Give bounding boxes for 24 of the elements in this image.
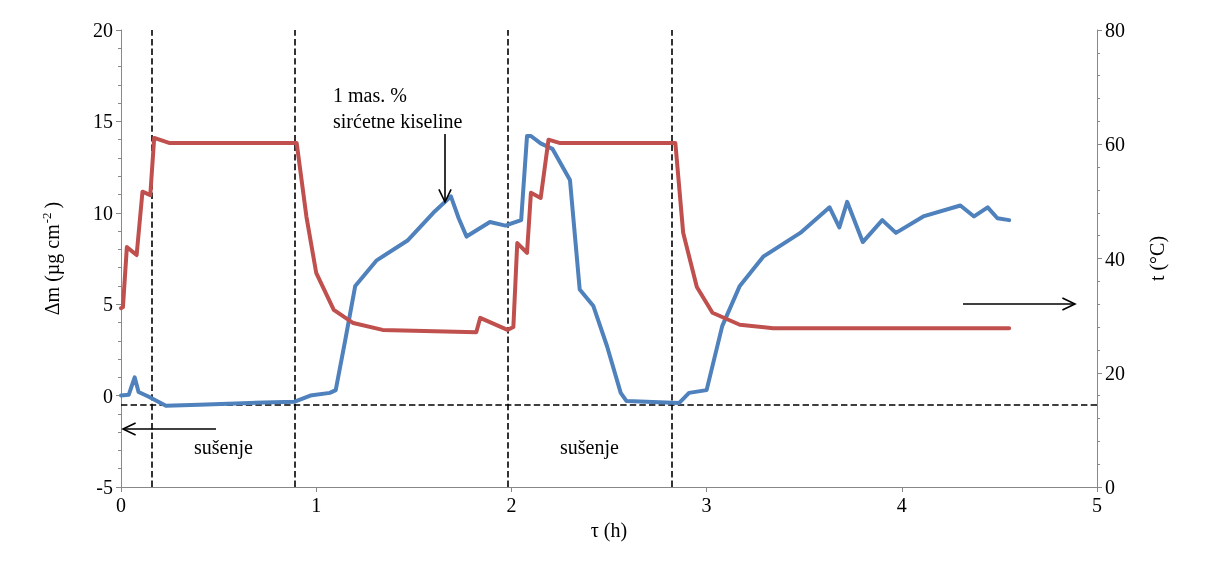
y2-tick-label: 40 bbox=[1105, 247, 1125, 270]
x-tick-label: 4 bbox=[896, 494, 907, 516]
y-tick-label: 5 bbox=[103, 293, 113, 316]
y-tick-label: 15 bbox=[93, 110, 113, 133]
annotation: sušenje bbox=[560, 436, 620, 459]
line-series bbox=[119, 135, 1012, 335]
y2-axis-title: t (°C) bbox=[1146, 235, 1169, 282]
annotation: 1 mas. % sirćetne kiseline bbox=[333, 83, 463, 132]
y2-tick-label: 80 bbox=[1105, 19, 1125, 41]
x-tick-label: 5 bbox=[1092, 494, 1102, 516]
x-axis-title: τ (h) bbox=[590, 518, 628, 542]
annotation: sušenje bbox=[194, 436, 254, 459]
x-tick-label: 1 bbox=[311, 494, 322, 516]
line-series bbox=[119, 134, 1012, 408]
y-tick-label: 20 bbox=[93, 19, 113, 41]
y2-tick-label: 20 bbox=[1105, 361, 1125, 384]
y-axis-title: Δm (µg cm-2) bbox=[39, 201, 64, 316]
x-tick-label: 3 bbox=[701, 494, 712, 516]
y2-tick-label: 60 bbox=[1105, 133, 1125, 156]
y-tick-label: 0 bbox=[103, 384, 113, 407]
x-tick-label: 2 bbox=[506, 494, 517, 516]
y2-tick-label: 0 bbox=[1105, 476, 1115, 498]
y-tick-label: 10 bbox=[93, 201, 113, 224]
y-tick-label: -5 bbox=[96, 476, 113, 498]
